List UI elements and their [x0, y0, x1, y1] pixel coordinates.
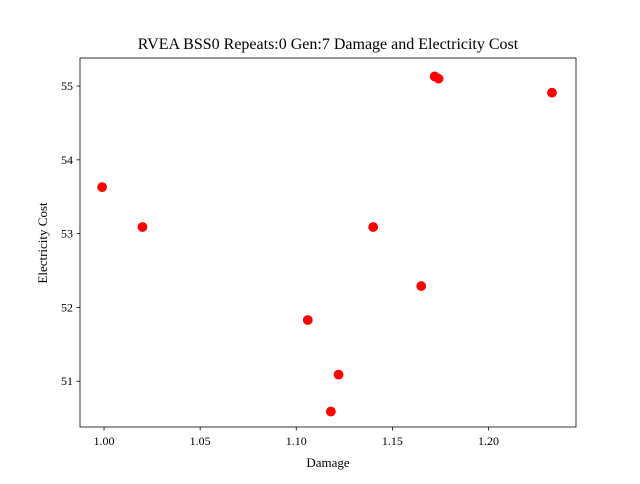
chart-title: RVEA BSS0 Repeats:0 Gen:7 Damage and Ele… — [138, 36, 519, 53]
y-axis-label: Electricity Cost — [35, 202, 50, 284]
plot-area: 1.00 1.05 1.10 1.15 1.20 51 52 53 54 55 — [61, 57, 577, 448]
data-point — [416, 281, 427, 291]
data-point — [302, 315, 313, 325]
y-tick-label: 51 — [61, 374, 73, 388]
data-point — [433, 73, 444, 84]
x-axis-label: Damage — [306, 455, 350, 470]
plot-frame — [79, 57, 577, 428]
data-point — [547, 87, 557, 98]
x-tick-label: 1.05 — [190, 434, 211, 448]
y-tick-label: 54 — [61, 153, 73, 167]
data-point — [325, 406, 336, 417]
x-tick-label: 1.20 — [478, 434, 499, 448]
x-tick-label: 1.15 — [382, 434, 403, 448]
data-point — [368, 222, 379, 232]
data-point — [333, 369, 344, 380]
y-tick-label: 53 — [61, 227, 73, 241]
y-tick-label: 52 — [61, 300, 73, 314]
x-tick-label: 1.10 — [286, 434, 307, 448]
data-point — [97, 182, 108, 193]
x-tick-label: 1.00 — [94, 434, 115, 448]
y-tick-label: 55 — [61, 79, 73, 93]
data-point — [137, 222, 148, 232]
